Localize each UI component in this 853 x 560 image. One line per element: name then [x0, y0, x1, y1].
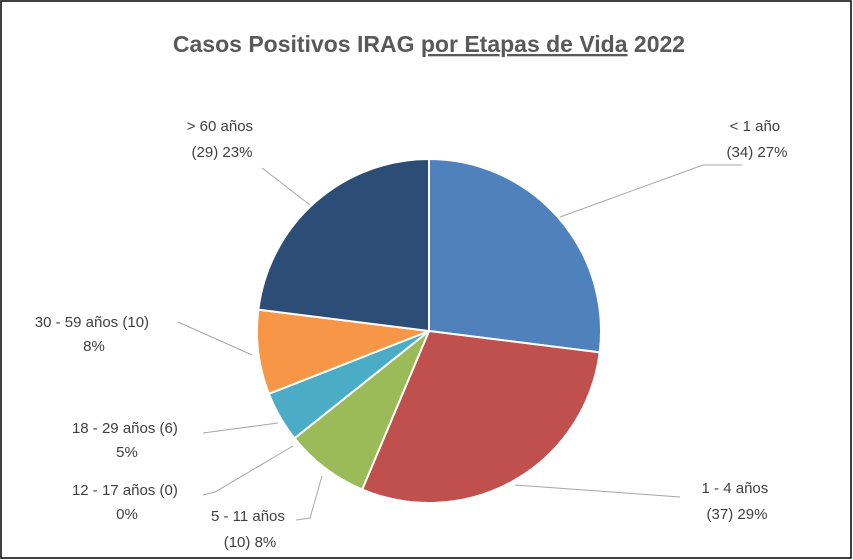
- leader-line: [202, 422, 279, 434]
- data-label: 5 - 11 años (10) 8%: [211, 508, 289, 551]
- data-label: 18 - 29 años (6) 5%: [72, 420, 182, 461]
- leader-line: [261, 167, 311, 206]
- data-label: 12 - 17 años (0) 0%: [72, 482, 182, 523]
- label-count: (6): [160, 420, 178, 437]
- label-category: 30 - 59 años: [35, 314, 118, 331]
- chart-title: Casos Positivos IRAG por Etapas de Vida …: [173, 31, 685, 57]
- label-percent: 0%: [116, 506, 138, 523]
- label-category: 18 - 29 años: [72, 420, 155, 437]
- label-category: 12 - 17 años: [72, 482, 155, 499]
- pie-slice: [360, 329, 601, 504]
- label-count: (34): [727, 144, 754, 161]
- label-count: (10): [122, 314, 149, 331]
- label-category: 5 - 11 años: [211, 508, 285, 525]
- leader-line: [514, 484, 681, 498]
- label-count: (10): [224, 534, 251, 551]
- leader-line: [177, 321, 253, 356]
- label-category: < 1 año: [730, 118, 780, 135]
- pie-slice: [257, 157, 430, 333]
- leader-line: [202, 445, 294, 496]
- label-percent: 29%: [737, 506, 767, 523]
- data-label: 1 - 4 años (37) 29%: [702, 480, 773, 523]
- pie-slice: [428, 157, 602, 354]
- label-count: (29): [192, 144, 219, 161]
- label-count: (0): [160, 482, 178, 499]
- data-label: > 60 años (29) 23%: [187, 118, 257, 161]
- leader-line: [559, 164, 742, 218]
- leader-line: [295, 475, 323, 521]
- label-count: (37): [707, 506, 734, 523]
- data-label: < 1 año (34) 27%: [727, 118, 788, 161]
- label-percent: 23%: [222, 144, 252, 161]
- label-category: > 60 años: [187, 118, 253, 135]
- label-percent: 27%: [757, 144, 787, 161]
- title-part: 2022: [634, 31, 685, 57]
- title-part: Casos Positivos IRAG: [173, 31, 415, 57]
- label-category: 1 - 4 años: [702, 480, 769, 497]
- label-percent: 5%: [116, 444, 138, 461]
- title-part: por Etapas de Vida: [421, 31, 628, 57]
- label-percent: 8%: [255, 534, 277, 551]
- label-percent: 8%: [83, 338, 105, 355]
- data-label: 30 - 59 años (10) 8%: [35, 314, 153, 355]
